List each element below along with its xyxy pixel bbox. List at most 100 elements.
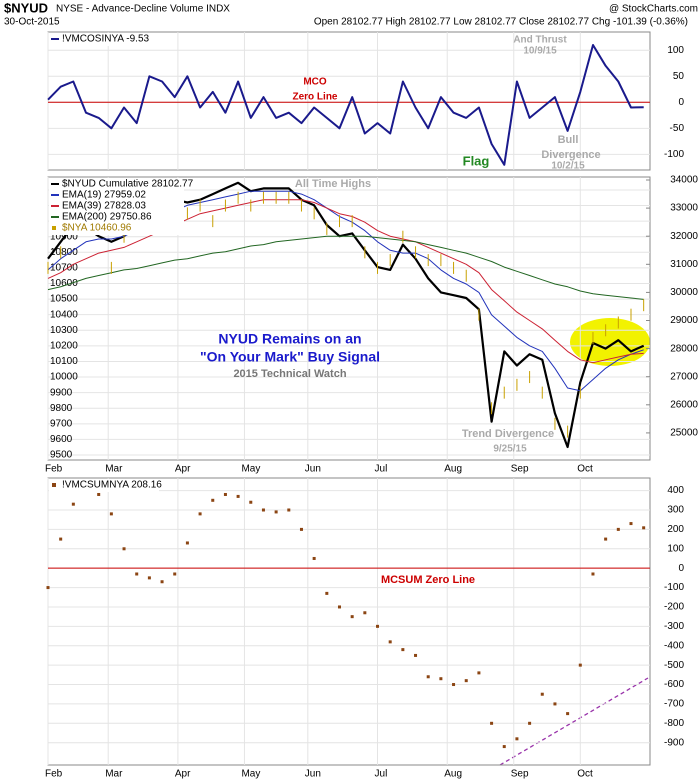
annotation: 9/25/15 — [493, 444, 527, 455]
dot — [46, 586, 50, 590]
legend-box — [49, 479, 159, 492]
y-tick-label: -900 — [664, 737, 684, 748]
dot — [249, 500, 253, 504]
dot — [540, 692, 544, 696]
dot — [414, 653, 418, 657]
x-tick-label: Apr — [175, 464, 191, 475]
dot — [350, 615, 354, 619]
symbol: $NYUD — [4, 0, 48, 15]
x-tick-label: Oct — [577, 769, 593, 780]
y2-tick-label: 33000 — [670, 203, 698, 214]
dot — [616, 527, 620, 531]
y2-tick-label: 29000 — [670, 315, 698, 326]
dot — [439, 677, 443, 681]
y2-tick-label: 31000 — [670, 259, 698, 270]
y-tick-label: 10300 — [50, 325, 78, 336]
y-tick-label: 10500 — [50, 294, 78, 305]
dot — [452, 683, 456, 687]
y-tick-label: 10000 — [50, 372, 78, 383]
y-tick-label: 10700 — [50, 263, 78, 274]
dot — [299, 527, 303, 531]
y-tick-label: 10100 — [50, 356, 78, 367]
y2-tick-label: 25000 — [670, 428, 698, 439]
legend-label: $NYA 10460.96 — [62, 223, 132, 234]
series-line — [47, 235, 644, 300]
x-tick-label: Feb — [45, 769, 63, 780]
y-tick-label: 10600 — [50, 278, 78, 289]
y-tick-label: -200 — [664, 602, 684, 613]
dot — [464, 679, 468, 683]
legend-box — [49, 33, 159, 46]
panel-frame — [47, 477, 651, 766]
y-tick-label: -400 — [664, 640, 684, 651]
dot — [185, 541, 189, 545]
annotation: Zero Line — [292, 92, 337, 103]
y-tick-label: -100 — [664, 149, 684, 160]
y-tick-label: -50 — [670, 123, 685, 134]
dot — [135, 572, 139, 576]
dot — [325, 591, 329, 595]
dot — [515, 737, 519, 741]
y-tick-label: -500 — [664, 660, 684, 671]
series-line — [47, 199, 644, 364]
y-tick-label: 10400 — [50, 309, 78, 320]
legend-label: EMA(19) 27959.02 — [62, 190, 146, 201]
annotation: Divergence — [541, 149, 600, 161]
y-tick-label: 50 — [673, 71, 685, 82]
y-tick-label: -800 — [664, 718, 684, 729]
y-tick-label: 9500 — [50, 450, 73, 461]
annotation: And Thrust — [513, 35, 567, 46]
dot — [122, 547, 126, 551]
y-tick-label: 100 — [667, 45, 684, 56]
legend-box — [49, 178, 184, 235]
x-tick-label: Sep — [511, 769, 529, 780]
y2-tick-label: 28000 — [670, 343, 698, 354]
dot — [173, 572, 177, 576]
trend-line — [499, 677, 649, 766]
annotation: "On Your Mark" Buy Signal — [200, 349, 380, 365]
legend-swatch — [52, 483, 56, 487]
dot — [604, 537, 608, 541]
annotation: MCSUM Zero Line — [381, 574, 475, 586]
annotation: Trend Divergence — [462, 428, 554, 440]
y-tick-label: -700 — [664, 699, 684, 710]
x-tick-label: Apr — [175, 769, 191, 780]
y-tick-label: -600 — [664, 679, 684, 690]
y2-tick-label: 32000 — [670, 231, 698, 242]
dot — [642, 526, 646, 530]
y2-tick-label: 26000 — [670, 399, 698, 410]
y-tick-label: 9700 — [50, 418, 73, 429]
dot — [401, 648, 405, 652]
dot — [388, 640, 392, 644]
y2-tick-label: 30000 — [670, 287, 698, 298]
dot — [528, 721, 532, 725]
legend-label: EMA(39) 27828.03 — [62, 201, 146, 212]
legend-label: !VMCSUMNYA 208.16 — [62, 480, 162, 491]
y-tick-label: 0 — [678, 97, 684, 108]
annotation: MCO — [303, 77, 327, 88]
dot — [490, 721, 494, 725]
dot — [591, 572, 595, 576]
x-tick-label: Mar — [105, 464, 123, 475]
x-tick-label: May — [241, 769, 260, 780]
y-tick-label: 200 — [667, 524, 684, 535]
annotation: Flag — [463, 153, 490, 168]
y2-tick-label: 34000 — [670, 175, 698, 186]
annotation: 2015 Technical Watch — [233, 368, 346, 380]
dot — [109, 512, 113, 516]
y2-tick-label: 27000 — [670, 371, 698, 382]
dot — [553, 702, 557, 706]
legend-swatch — [52, 226, 56, 230]
y-tick-label: 9600 — [50, 434, 73, 445]
dot — [629, 522, 633, 526]
dot — [211, 498, 215, 502]
quote: Open 28102.77 High 28102.77 Low 28102.77… — [314, 17, 688, 28]
dot — [223, 492, 227, 496]
y-tick-label: -300 — [664, 621, 684, 632]
credit: @ StockCharts.com — [609, 4, 698, 15]
dot — [566, 712, 570, 716]
dot — [236, 494, 240, 498]
x-tick-label: Jul — [375, 769, 388, 780]
x-tick-label: Oct — [577, 464, 593, 475]
